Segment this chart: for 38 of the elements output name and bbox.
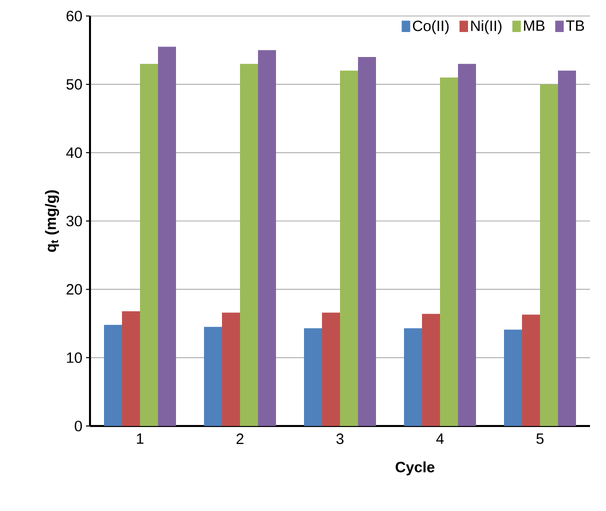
x-tick-label: 5: [536, 434, 544, 444]
bar: [122, 311, 140, 426]
y-tick-label: 40: [66, 147, 82, 158]
bar: [340, 70, 358, 426]
legend-label: TB: [566, 20, 584, 31]
y-tick-label: 10: [67, 352, 82, 363]
bar: [222, 312, 240, 426]
y-tick-label: 0: [74, 420, 82, 432]
x-tick-label: 4: [436, 434, 444, 444]
bar: [204, 326, 222, 426]
y-tick-label: 50: [66, 79, 82, 90]
bar: [240, 64, 258, 426]
y-tick-label: 20: [66, 284, 82, 295]
bar: [158, 46, 176, 426]
legend-label: MB: [524, 20, 544, 31]
bar: [422, 314, 440, 426]
bar: [404, 328, 422, 426]
y-tick-label: 60: [66, 10, 82, 22]
bar: [322, 312, 340, 426]
y-axis-title: q$_{t}$ (mg/g): [45, 190, 60, 252]
bar: [104, 324, 122, 426]
legend-label: Co(II): [412, 20, 449, 34]
x-tick-label: 3: [336, 434, 344, 444]
bar: [558, 70, 576, 426]
bar: [440, 78, 458, 426]
x-tick-label: 1: [136, 434, 144, 444]
x-tick-label: 2: [236, 434, 244, 444]
bar: [304, 328, 322, 426]
legend-label: Ni(II): [471, 20, 502, 34]
bar: [140, 64, 158, 426]
y-tick-label: 30: [66, 216, 82, 226]
bar: [522, 314, 540, 426]
bar: [258, 50, 276, 426]
bar: [358, 57, 376, 426]
bar: [540, 84, 558, 426]
x-axis-title: Cycle: [396, 461, 434, 476]
bar: [504, 330, 522, 426]
bar: [458, 64, 476, 426]
